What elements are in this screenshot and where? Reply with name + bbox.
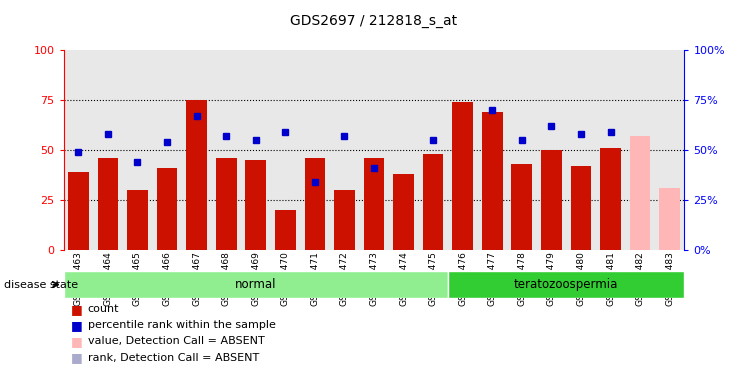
Bar (364, 158, 384, 250)
Bar (571, 166, 591, 250)
Bar (453, 102, 473, 250)
Bar (64, 50, 94, 250)
Bar (541, 150, 562, 250)
Bar (68, 172, 89, 250)
Bar (300, 50, 330, 250)
Bar (393, 174, 414, 250)
Text: ■: ■ (71, 319, 83, 332)
Bar (482, 112, 503, 250)
Bar (334, 190, 355, 250)
Bar (153, 50, 182, 250)
Bar (654, 50, 684, 250)
Bar (123, 50, 153, 250)
Text: teratozoospermia: teratozoospermia (514, 278, 619, 291)
Bar (64, 271, 448, 298)
Bar (275, 210, 295, 250)
Text: ■: ■ (71, 351, 83, 364)
Bar (156, 168, 177, 250)
Bar (630, 136, 651, 250)
Text: GDS2697 / 212818_s_at: GDS2697 / 212818_s_at (290, 14, 458, 28)
Bar (271, 50, 300, 250)
Text: normal: normal (235, 278, 277, 291)
Text: value, Detection Call = ABSENT: value, Detection Call = ABSENT (88, 336, 264, 346)
Bar (659, 188, 680, 250)
Bar (625, 50, 654, 250)
Bar (418, 50, 448, 250)
Bar (241, 50, 271, 250)
Text: ■: ■ (71, 303, 83, 316)
Bar (389, 50, 418, 250)
Text: ■: ■ (71, 335, 83, 348)
Bar (304, 158, 325, 250)
Bar (423, 154, 444, 250)
Bar (566, 50, 595, 250)
Bar (182, 50, 212, 250)
Text: disease state: disease state (4, 280, 78, 290)
Bar (448, 50, 477, 250)
Bar (595, 50, 625, 250)
Bar (127, 190, 148, 250)
Bar (94, 50, 123, 250)
Bar (507, 50, 536, 250)
Text: percentile rank within the sample: percentile rank within the sample (88, 320, 275, 330)
Bar (536, 50, 566, 250)
Text: count: count (88, 304, 119, 314)
Bar (97, 158, 118, 250)
Bar (512, 164, 532, 250)
Bar (186, 100, 207, 250)
Bar (212, 50, 241, 250)
Bar (448, 271, 684, 298)
Bar (477, 50, 507, 250)
Text: rank, Detection Call = ABSENT: rank, Detection Call = ABSENT (88, 353, 259, 362)
Bar (359, 50, 389, 250)
Bar (245, 160, 266, 250)
Bar (330, 50, 359, 250)
Bar (216, 158, 236, 250)
Bar (600, 148, 621, 250)
